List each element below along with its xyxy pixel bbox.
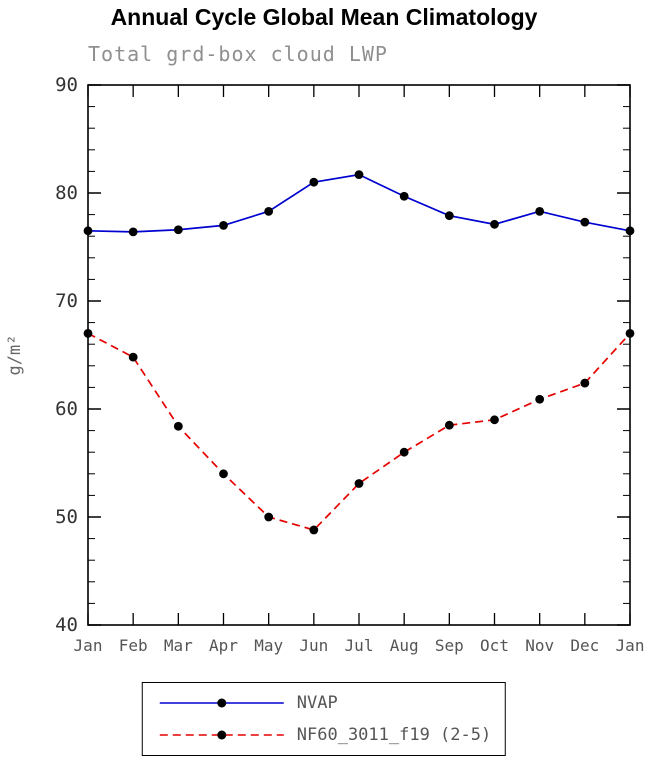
svg-text:Jun: Jun	[299, 636, 328, 655]
svg-text:80: 80	[55, 182, 78, 204]
svg-text:Mar: Mar	[164, 636, 193, 655]
chart-subtitle: Total grd-box cloud LWP	[88, 42, 388, 66]
svg-text:60: 60	[55, 398, 78, 420]
legend-line-sample-nf60	[159, 730, 284, 740]
svg-text:Nov: Nov	[525, 636, 554, 655]
legend-label-nvap: NVAP	[296, 693, 338, 713]
svg-text:Jan: Jan	[616, 636, 645, 655]
svg-text:40: 40	[55, 614, 78, 636]
svg-text:Apr: Apr	[209, 636, 238, 655]
svg-text:g/m²: g/m²	[5, 335, 25, 376]
plot-area: 40 50 60 70 80 90 Jan Feb Mar Apr May Jun Jul Aug Sep O…	[5, 74, 645, 655]
legend-label-nf60: NF60_3011_f19 (2-5)	[296, 725, 492, 745]
legend: NVAP NF60_3011_f19 (2-5)	[141, 682, 507, 756]
svg-text:90: 90	[55, 74, 78, 96]
legend-line-sample-nvap	[159, 698, 284, 708]
svg-text:70: 70	[55, 290, 78, 312]
svg-text:Dec: Dec	[570, 636, 599, 655]
svg-text:Jan: Jan	[74, 636, 103, 655]
svg-text:Jul: Jul	[345, 636, 374, 655]
svg-text:May: May	[254, 636, 283, 655]
svg-text:Feb: Feb	[119, 636, 148, 655]
chart-title: Annual Cycle Global Mean Climatology	[110, 4, 538, 30]
legend-row-nf60: NF60_3011_f19 (2-5)	[157, 720, 491, 750]
svg-text:50: 50	[55, 506, 78, 528]
svg-text:Oct: Oct	[480, 636, 509, 655]
legend-row-nvap: NVAP	[157, 688, 491, 718]
svg-text:Aug: Aug	[390, 636, 419, 655]
svg-text:Sep: Sep	[435, 636, 464, 655]
